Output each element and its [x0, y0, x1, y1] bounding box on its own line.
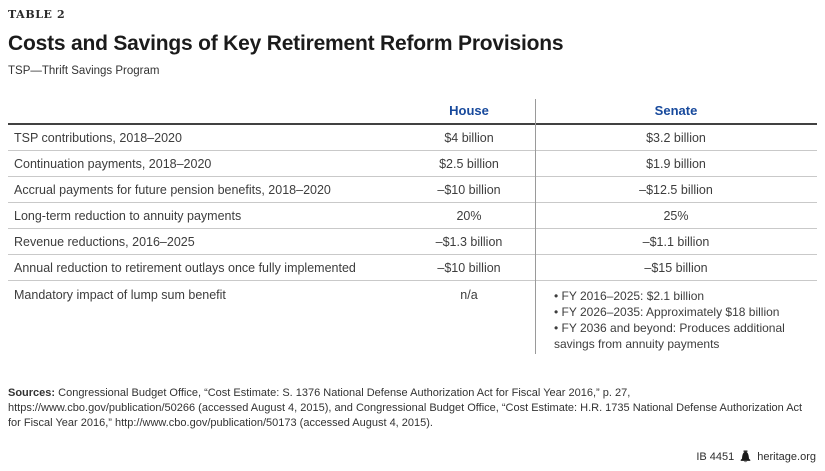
senate-value: –$1.1 billion	[642, 234, 710, 249]
page-subtitle: TSP—Thrift Savings Program	[8, 65, 160, 77]
house-value: 20%	[456, 208, 482, 223]
house-value: –$10 billion	[437, 182, 501, 197]
row-label: Annual reduction to retirement outlays o…	[14, 260, 356, 275]
senate-bullet-item: • FY 2036 and beyond: Produces additiona…	[554, 321, 785, 351]
header-senate-column: Senate	[654, 103, 698, 118]
sources-label: Sources:	[8, 387, 56, 399]
senate-bullet-list: • FY 2016–2025: $2.1 billion • FY 2026–2…	[535, 288, 817, 352]
header-house-column: House	[449, 103, 489, 118]
house-value: $4 billion	[444, 130, 494, 145]
senate-bullet-item: • FY 2016–2025: $2.1 billion	[554, 289, 705, 303]
house-value: –$10 billion	[437, 260, 501, 275]
house-value: –$1.3 billion	[435, 234, 503, 249]
senate-value: 25%	[663, 208, 689, 223]
senate-value: –$12.5 billion	[639, 182, 713, 197]
senate-value: $3.2 billion	[646, 130, 706, 145]
table-row: Annual reduction to retirement outlays o…	[8, 255, 817, 281]
column-divider-line	[535, 99, 536, 354]
table-row: TSP contributions, 2018–2020 $4 billion …	[8, 125, 817, 151]
liberty-bell-icon	[739, 450, 752, 463]
row-label: TSP contributions, 2018–2020	[14, 130, 182, 145]
sources-note: Sources: Congressional Budget Office, “C…	[8, 386, 816, 431]
senate-value: $1.9 billion	[646, 156, 706, 171]
table-header-row: House Senate	[8, 98, 817, 125]
row-label: Continuation payments, 2018–2020	[14, 156, 212, 171]
senate-value: –$15 billion	[644, 260, 708, 275]
senate-bullet-item: • FY 2026–2035: Approximately $18 billio…	[554, 305, 780, 319]
table-row-lump-sum: Mandatory impact of lump sum benefit n/a…	[8, 281, 817, 357]
row-label: Revenue reductions, 2016–2025	[14, 234, 195, 249]
table-number-label: TABLE 2	[8, 8, 66, 21]
table-row: Revenue reductions, 2016–2025 –$1.3 bill…	[8, 229, 817, 255]
row-label: Long-term reduction to annuity payments	[14, 208, 242, 223]
publication-id: IB 4451	[696, 450, 735, 463]
table-row: Continuation payments, 2018–2020 $2.5 bi…	[8, 151, 817, 177]
row-label: Mandatory impact of lump sum benefit	[14, 288, 226, 302]
page-title: Costs and Savings of Key Retirement Refo…	[8, 32, 564, 55]
footer: IB 4451 heritage.org	[696, 450, 816, 463]
data-table: House Senate TSP contributions, 2018–202…	[8, 98, 817, 357]
house-value: n/a	[460, 288, 478, 302]
house-value: $2.5 billion	[439, 156, 499, 171]
table-row: Accrual payments for future pension bene…	[8, 177, 817, 203]
row-label: Accrual payments for future pension bene…	[14, 182, 331, 197]
sources-text: Congressional Budget Office, “Cost Estim…	[8, 387, 803, 429]
site-name: heritage.org	[757, 450, 816, 463]
table-row: Long-term reduction to annuity payments …	[8, 203, 817, 229]
